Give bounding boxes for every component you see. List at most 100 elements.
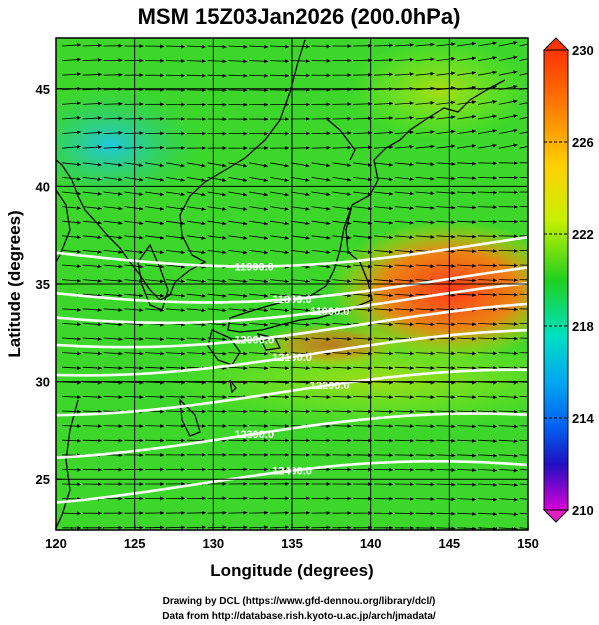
wind-vector [498, 336, 518, 341]
wind-vector [186, 409, 206, 414]
wind-vector [311, 322, 331, 327]
contour-label: 12000.0 [234, 334, 274, 346]
wind-vector [477, 129, 497, 134]
wind-vector [353, 278, 373, 283]
wind-vector [82, 351, 102, 356]
wind-vector [249, 250, 269, 255]
x-tick-label: 120 [45, 536, 67, 551]
wind-vector [332, 424, 352, 429]
wind-vector [228, 409, 248, 414]
wind-vector [228, 308, 248, 313]
colorbar-scale [543, 49, 569, 511]
wind-vector [373, 249, 393, 254]
wind-vector [477, 143, 497, 149]
colorbar-tick-label: 210 [572, 503, 594, 518]
wind-vector [353, 162, 373, 167]
wind-vector [436, 205, 456, 210]
wind-vector [415, 130, 435, 135]
wind-vector [82, 395, 102, 400]
wind-vector [82, 278, 102, 283]
wind-vector [124, 235, 144, 240]
wind-vector [165, 206, 185, 211]
wind-vector [353, 220, 373, 225]
wind-vector [186, 220, 206, 226]
wind-vector [394, 438, 414, 443]
wind-vector [82, 424, 102, 429]
wind-vector [332, 337, 352, 342]
x-tick-label: 145 [438, 536, 460, 551]
coastline-sakhalin [327, 119, 356, 161]
wind-vector [207, 235, 227, 240]
wind-vector [498, 483, 518, 488]
wind-vector [269, 366, 290, 371]
wind-vector [519, 116, 528, 120]
wind-vector [519, 146, 528, 149]
wind-vector [290, 337, 310, 342]
wind-vector [477, 85, 497, 91]
wind-vector [373, 307, 393, 312]
wind-vector [269, 235, 289, 240]
wind-vector [165, 162, 185, 168]
wind-vector [145, 351, 165, 356]
wind-vector [61, 72, 82, 77]
wind-vector [290, 191, 310, 197]
wind-vector [477, 453, 498, 458]
wind-vector [124, 145, 144, 150]
wind-vector [373, 365, 394, 370]
wind-vector [207, 59, 227, 64]
wind-vector [436, 511, 456, 516]
wind-vector [61, 43, 82, 48]
wind-vector [498, 424, 518, 429]
wind-vector [186, 73, 206, 78]
wind-vector [124, 395, 144, 400]
wind-vector [373, 130, 394, 135]
wind-vector [269, 191, 289, 197]
wind-vector [415, 496, 435, 501]
jet-core-warm [330, 220, 528, 360]
wind-vector [498, 263, 518, 268]
wind-vector [477, 395, 498, 400]
wind-vector [145, 264, 165, 269]
wind-vector [394, 206, 414, 211]
lat-lon-grid [56, 38, 528, 530]
wind-vector [457, 482, 477, 487]
wind-vector [103, 101, 123, 106]
wind-vector [519, 396, 528, 398]
wind-vector [311, 162, 331, 168]
wind-vector [415, 115, 435, 120]
coastline-mainland [56, 39, 306, 301]
wind-vector [498, 365, 518, 370]
wind-vector [477, 409, 498, 414]
wind-vector [269, 409, 290, 414]
wind-vector [207, 220, 227, 226]
wind-vector [249, 308, 269, 313]
wind-vector [498, 409, 518, 414]
wind-vector [165, 293, 185, 298]
wind-vector [332, 366, 352, 371]
wind-vector [477, 249, 498, 254]
wind-vector [103, 130, 123, 135]
wind-vector [249, 293, 269, 298]
wind-vector [373, 438, 394, 443]
wind-vector [477, 263, 498, 268]
wind-vector [353, 206, 373, 211]
wind-vector [436, 395, 456, 400]
wind-vector [290, 322, 310, 327]
wind-vector [477, 175, 498, 180]
wind-vector [436, 176, 456, 181]
contour-label: 12300.0 [234, 429, 274, 441]
wind-vector [207, 206, 227, 211]
wind-vector [103, 366, 123, 371]
wind-vector [61, 409, 82, 414]
wind-vector [103, 307, 123, 312]
wind-vector [477, 41, 497, 47]
wind-vector [477, 497, 498, 502]
wind-vector [436, 42, 456, 47]
wind-vector [124, 131, 144, 136]
wind-vector [519, 337, 528, 339]
wind-vector [228, 525, 248, 530]
wind-vector [61, 307, 82, 312]
wind-vector [61, 351, 82, 356]
wind-vector [415, 205, 435, 210]
wind-vector [394, 467, 414, 472]
